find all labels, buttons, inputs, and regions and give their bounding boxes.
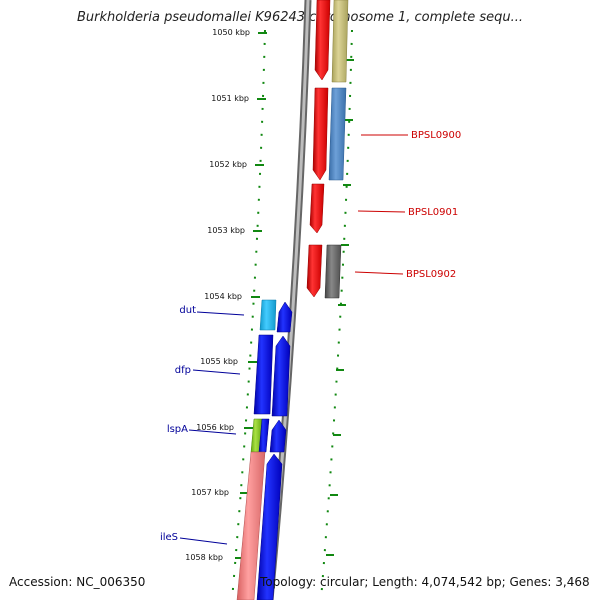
gene-blue-iles[interactable] [256,453,283,600]
kbp-label-1051: 1051 kbp [211,94,249,103]
gene-label-bpsl0901[interactable]: BPSL0901 [408,207,458,218]
gene-features-left [236,299,293,600]
gene-label-iles[interactable]: ileS [160,532,178,543]
kbp-label-1058: 1058 kbp [185,553,223,562]
kbp-label-1054: 1054 kbp [204,292,242,301]
gene-salmon-iles[interactable] [236,451,266,600]
right-track-ticks [326,59,354,556]
map-title: Burkholderia pseudomallei K96243 chromos… [76,10,524,25]
gene-label-bpsl0902[interactable]: BPSL0902 [406,269,456,280]
gene-gray-1[interactable] [324,244,342,299]
gene-features-right [306,0,349,299]
topology-label: Topology: circular; Length: 4,074,542 bp… [260,575,590,589]
gene-red-4[interactable] [306,244,323,298]
left-gene-labels: dut dfp lspA ileS [160,305,245,545]
right-gene-labels: BPSL0900 BPSL0901 BPSL0902 [354,130,461,280]
gene-label-dfp[interactable]: dfp [175,365,191,376]
gene-label-lspa[interactable]: lspA [167,424,188,435]
gene-label-bpsl0900[interactable]: BPSL0900 [411,130,461,141]
kbp-label-1050: 1050 kbp [212,28,250,37]
gene-red-2[interactable] [312,87,329,181]
kbp-label-1055: 1055 kbp [200,357,238,366]
gene-blue-lspa[interactable] [258,418,270,453]
gene-blue-dfp-a[interactable] [253,334,274,415]
kbp-label-1052: 1052 kbp [209,160,247,169]
gene-blue-2[interactable] [269,419,287,453]
gene-blue-1[interactable] [276,301,293,333]
gene-label-dut[interactable]: dut [179,305,196,316]
gene-red-1[interactable] [314,0,331,81]
kbp-label-1057: 1057 kbp [191,488,229,497]
kbp-label-1056: 1056 kbp [196,423,234,432]
gene-cyan-dut[interactable] [259,299,277,331]
gene-olive-1[interactable] [331,0,349,83]
kbp-label-1053: 1053 kbp [207,226,245,235]
gene-steel-1[interactable] [328,87,347,181]
gene-blue-dfp-b[interactable] [271,335,291,417]
accession-label: Accession: NC_006350 [9,575,146,589]
gene-red-3[interactable] [309,183,325,234]
